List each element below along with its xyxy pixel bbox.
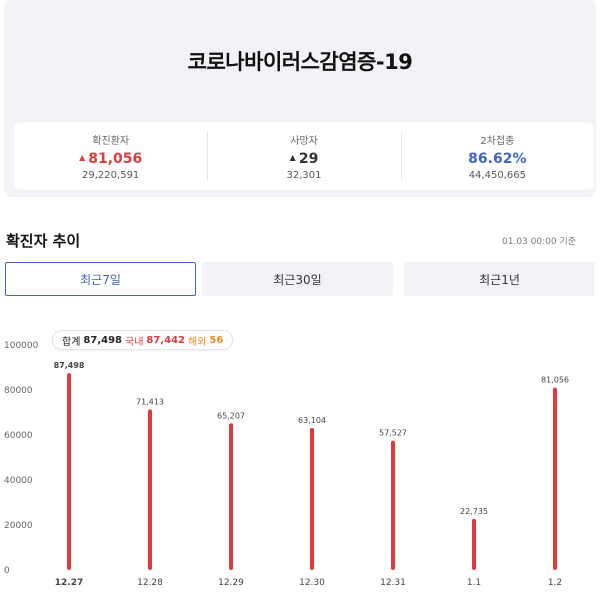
y-tick-label: 100000 — [4, 341, 39, 351]
bar-1.2[interactable] — [553, 387, 557, 570]
bar-12.31[interactable] — [391, 440, 395, 570]
y-tick-label: 40000 — [4, 476, 33, 486]
tab-recent-30-days[interactable]: 최근30일 — [202, 262, 393, 296]
tooltip-total-value: 87,498 — [83, 334, 122, 346]
data-label-12.28: 71,413 — [136, 397, 164, 406]
y-tick-label: 80000 — [4, 386, 33, 396]
data-label-12.29: 65,207 — [217, 411, 245, 420]
stat-value: 86.62% — [468, 151, 527, 167]
stat-value: ▲ 29 — [289, 151, 319, 167]
bar-12.29[interactable] — [229, 423, 233, 570]
stats-card: 확진환자 ▲ 81,056 29,220,591 사망자 ▲ 29 32,301 2… — [14, 122, 594, 190]
y-tick-label: 60000 — [4, 431, 33, 441]
arrow-up-icon: ▲ — [289, 153, 296, 162]
x-tick-label-1.2: 1.2 — [548, 578, 562, 588]
x-tick-label-12.29: 12.29 — [218, 578, 244, 588]
x-tick-label-12.27: 12.27 — [55, 578, 83, 588]
bar-12.28[interactable] — [148, 409, 152, 570]
stat-total: 29,220,591 — [82, 170, 140, 181]
data-label-12.30: 63,104 — [298, 416, 326, 425]
bar-12.30[interactable] — [310, 428, 314, 570]
stat-total: 44,450,665 — [468, 170, 526, 181]
tab-recent-1-year[interactable]: 최근1년 — [404, 262, 595, 296]
stat-vaccination: 2차접종 86.62% 44,450,665 — [400, 122, 594, 190]
arrow-up-icon: ▲ — [79, 153, 86, 162]
x-tick-label-1.1: 1.1 — [467, 578, 481, 588]
x-tick-label-12.28: 12.28 — [137, 578, 163, 588]
stat-total: 32,301 — [286, 170, 322, 181]
tooltip-foreign-label: 해외 — [188, 336, 207, 348]
confirmed-cases-bar-chart: 0 20000 40000 60000 80000 100000 87,498 12.27 71… — [4, 341, 569, 588]
bar-1.1[interactable] — [472, 518, 476, 570]
data-label-1.1: 22,735 — [460, 507, 488, 516]
tooltip-total-label: 합계 — [62, 336, 81, 348]
summary-panel: 코로나바이러스감염증-19 확진환자 ▲ 81,056 29,220,591 사망… — [4, 0, 596, 197]
stat-label: 확진환자 — [92, 136, 130, 147]
tooltip-domestic-value: 87,442 — [146, 334, 185, 346]
stat-label: 사망자 — [290, 136, 318, 147]
data-label-1.2: 81,056 — [541, 376, 569, 385]
data-label-12.31: 57,527 — [379, 429, 407, 438]
chart-tooltip: 합계 87,498 국내 87,442 해외 56 — [52, 330, 234, 350]
page-title: 코로나바이러스감염증-19 — [187, 50, 413, 74]
stat-confirmed: 확진환자 ▲ 81,056 29,220,591 — [14, 122, 207, 190]
bar-12.27[interactable] — [67, 373, 71, 570]
section-title: 확진자 추이 — [6, 232, 81, 250]
y-tick-label: 0 — [4, 566, 10, 576]
stat-label: 2차접종 — [480, 136, 515, 147]
stat-value: ▲ 81,056 — [79, 151, 143, 167]
x-tick-label-12.30: 12.30 — [299, 578, 325, 588]
x-tick-label-12.31: 12.31 — [380, 578, 406, 588]
tooltip-domestic-label: 국내 — [125, 336, 144, 348]
y-tick-label: 20000 — [4, 521, 33, 531]
data-label-12.27: 87,498 — [54, 361, 85, 370]
stat-deaths: 사망자 ▲ 29 32,301 — [207, 122, 400, 190]
tab-recent-7-days[interactable]: 최근7일 — [5, 262, 196, 296]
updated-timestamp: 01.03 00:00 기준 — [502, 237, 576, 247]
tooltip-foreign-value: 56 — [209, 334, 224, 346]
